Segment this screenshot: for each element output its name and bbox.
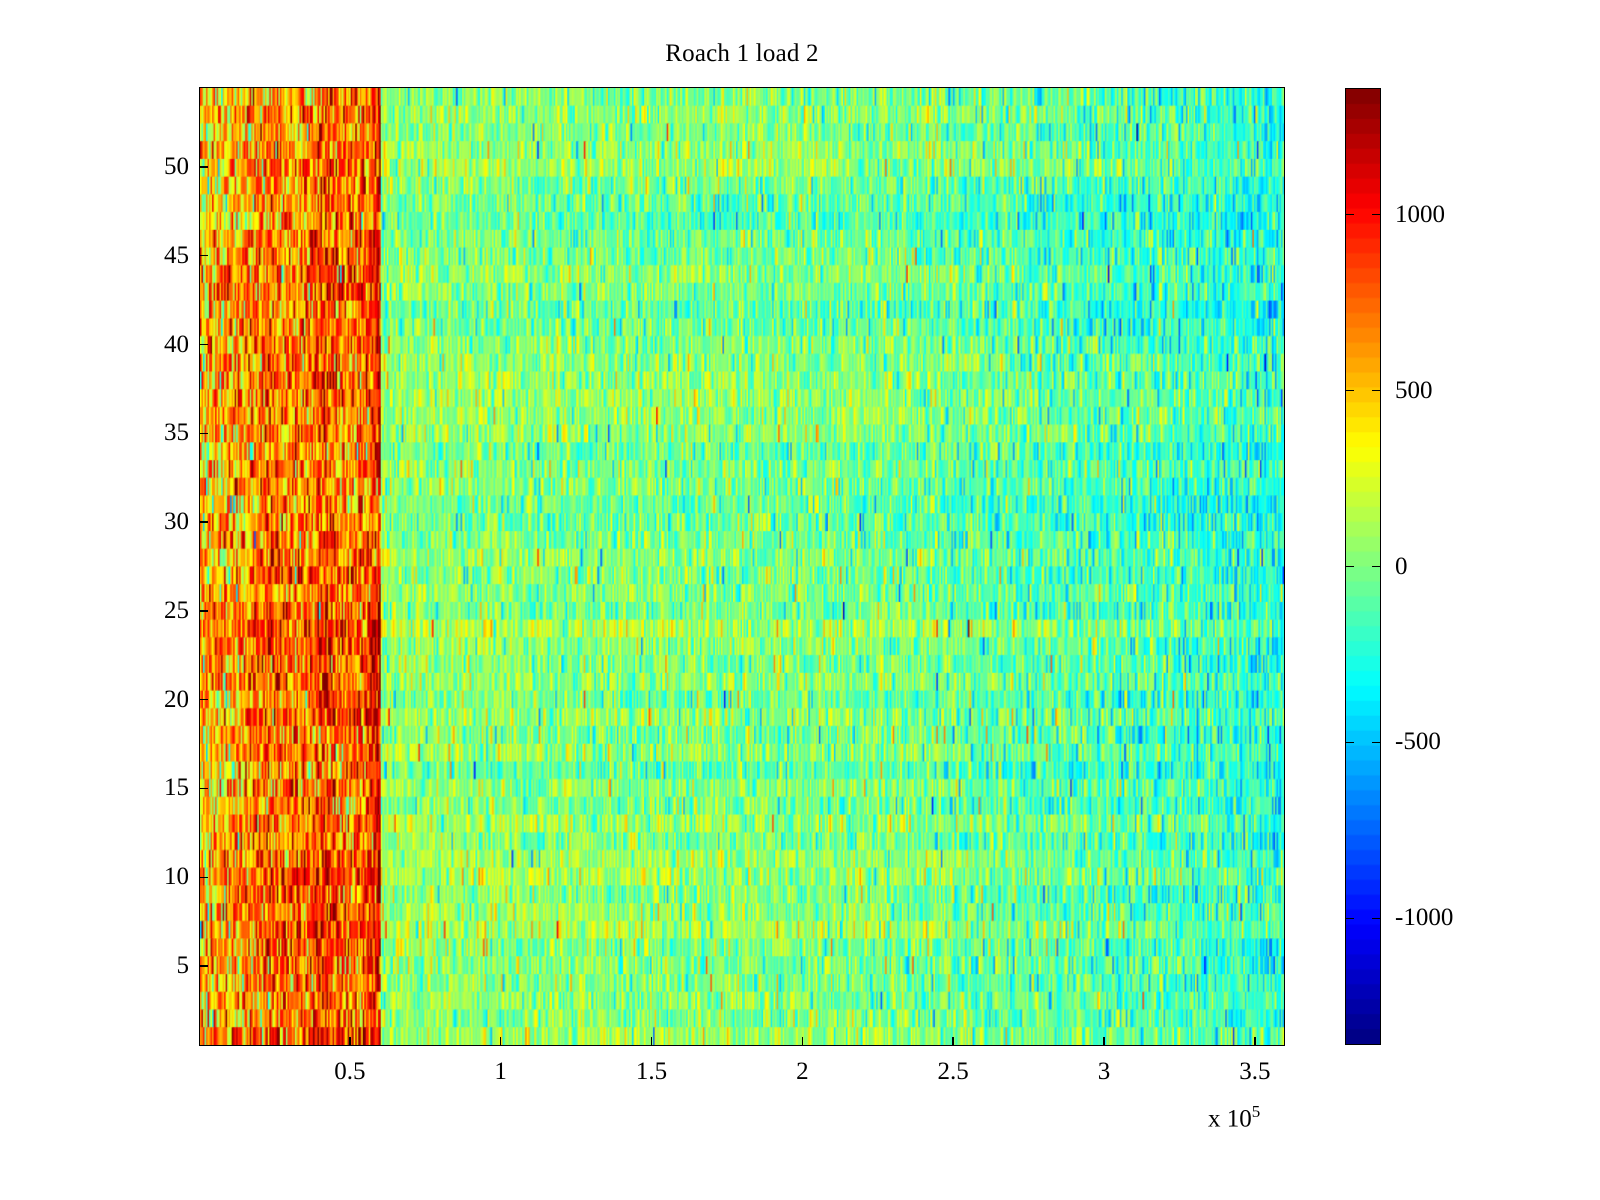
y-tick-mark bbox=[199, 876, 208, 879]
x-tick-mark bbox=[952, 1037, 954, 1046]
colorbar-tick-mark bbox=[1372, 389, 1381, 392]
x-tick-label: 1 bbox=[494, 1058, 507, 1085]
colorbar-tick-mark bbox=[1372, 213, 1381, 216]
y-tick-mark bbox=[199, 254, 208, 257]
y-tick-mark bbox=[199, 521, 208, 523]
page-title: Roach 1 load 2 bbox=[665, 40, 819, 67]
x-tick-mark bbox=[1103, 1037, 1105, 1046]
colorbar-tick-mark bbox=[1372, 565, 1381, 568]
y-tick-label: 50 bbox=[164, 152, 189, 180]
heatmap-axes[interactable] bbox=[199, 87, 1285, 1046]
y-tick-label: 25 bbox=[164, 596, 189, 624]
x-tick-label: 3.5 bbox=[1239, 1058, 1271, 1085]
colorbar-tick-mark bbox=[1372, 917, 1381, 920]
colorbar-tick-mark bbox=[1345, 917, 1354, 920]
x-tick-mark bbox=[1254, 1037, 1256, 1046]
x-exponent-power: 5 bbox=[1251, 1102, 1261, 1121]
x-tick-label: 2 bbox=[796, 1058, 809, 1085]
colorbar-tick-label: 0 bbox=[1395, 552, 1408, 580]
x-tick-mark bbox=[499, 1037, 502, 1046]
y-tick-mark bbox=[199, 787, 208, 790]
y-tick-mark bbox=[199, 343, 208, 346]
x-tick-mark bbox=[650, 1037, 653, 1046]
x-tick-label: 2.5 bbox=[937, 1058, 969, 1085]
colorbar-tick-mark bbox=[1345, 389, 1354, 392]
y-tick-label: 10 bbox=[164, 863, 189, 891]
y-tick-mark bbox=[199, 965, 208, 967]
colorbar-tick-mark bbox=[1372, 741, 1381, 744]
y-tick-label: 5 bbox=[176, 952, 190, 980]
x-axis-exponent-label: x 105 bbox=[1208, 1102, 1260, 1133]
x-tick-mark bbox=[349, 1037, 351, 1046]
y-tick-label: 35 bbox=[164, 419, 189, 447]
y-tick-mark bbox=[199, 432, 208, 435]
colorbar-tick-label: 1000 bbox=[1395, 200, 1445, 228]
heatmap-image bbox=[200, 88, 1284, 1045]
colorbar-tick-label: -1000 bbox=[1395, 904, 1454, 932]
y-tick-label: 30 bbox=[164, 508, 189, 536]
colorbar-tick-mark bbox=[1345, 213, 1354, 216]
y-tick-label: 15 bbox=[164, 774, 189, 802]
y-tick-mark bbox=[199, 610, 208, 612]
x-tick-label: 0.5 bbox=[334, 1058, 366, 1085]
x-tick-label: 1.5 bbox=[635, 1058, 668, 1085]
y-tick-label: 20 bbox=[164, 685, 189, 713]
y-tick-mark bbox=[199, 166, 208, 168]
y-tick-mark bbox=[199, 698, 208, 701]
x-tick-label: 3 bbox=[1097, 1058, 1111, 1085]
colorbar-tick-mark bbox=[1345, 741, 1354, 744]
x-exponent-base: x 10 bbox=[1208, 1105, 1252, 1133]
colorbar-tick-mark bbox=[1345, 565, 1354, 568]
colorbar-tick-label: 500 bbox=[1395, 376, 1433, 404]
x-tick-mark bbox=[801, 1037, 804, 1046]
y-tick-label: 45 bbox=[164, 241, 189, 269]
y-tick-label: 40 bbox=[164, 330, 189, 358]
colorbar-tick-label: -500 bbox=[1395, 728, 1441, 756]
